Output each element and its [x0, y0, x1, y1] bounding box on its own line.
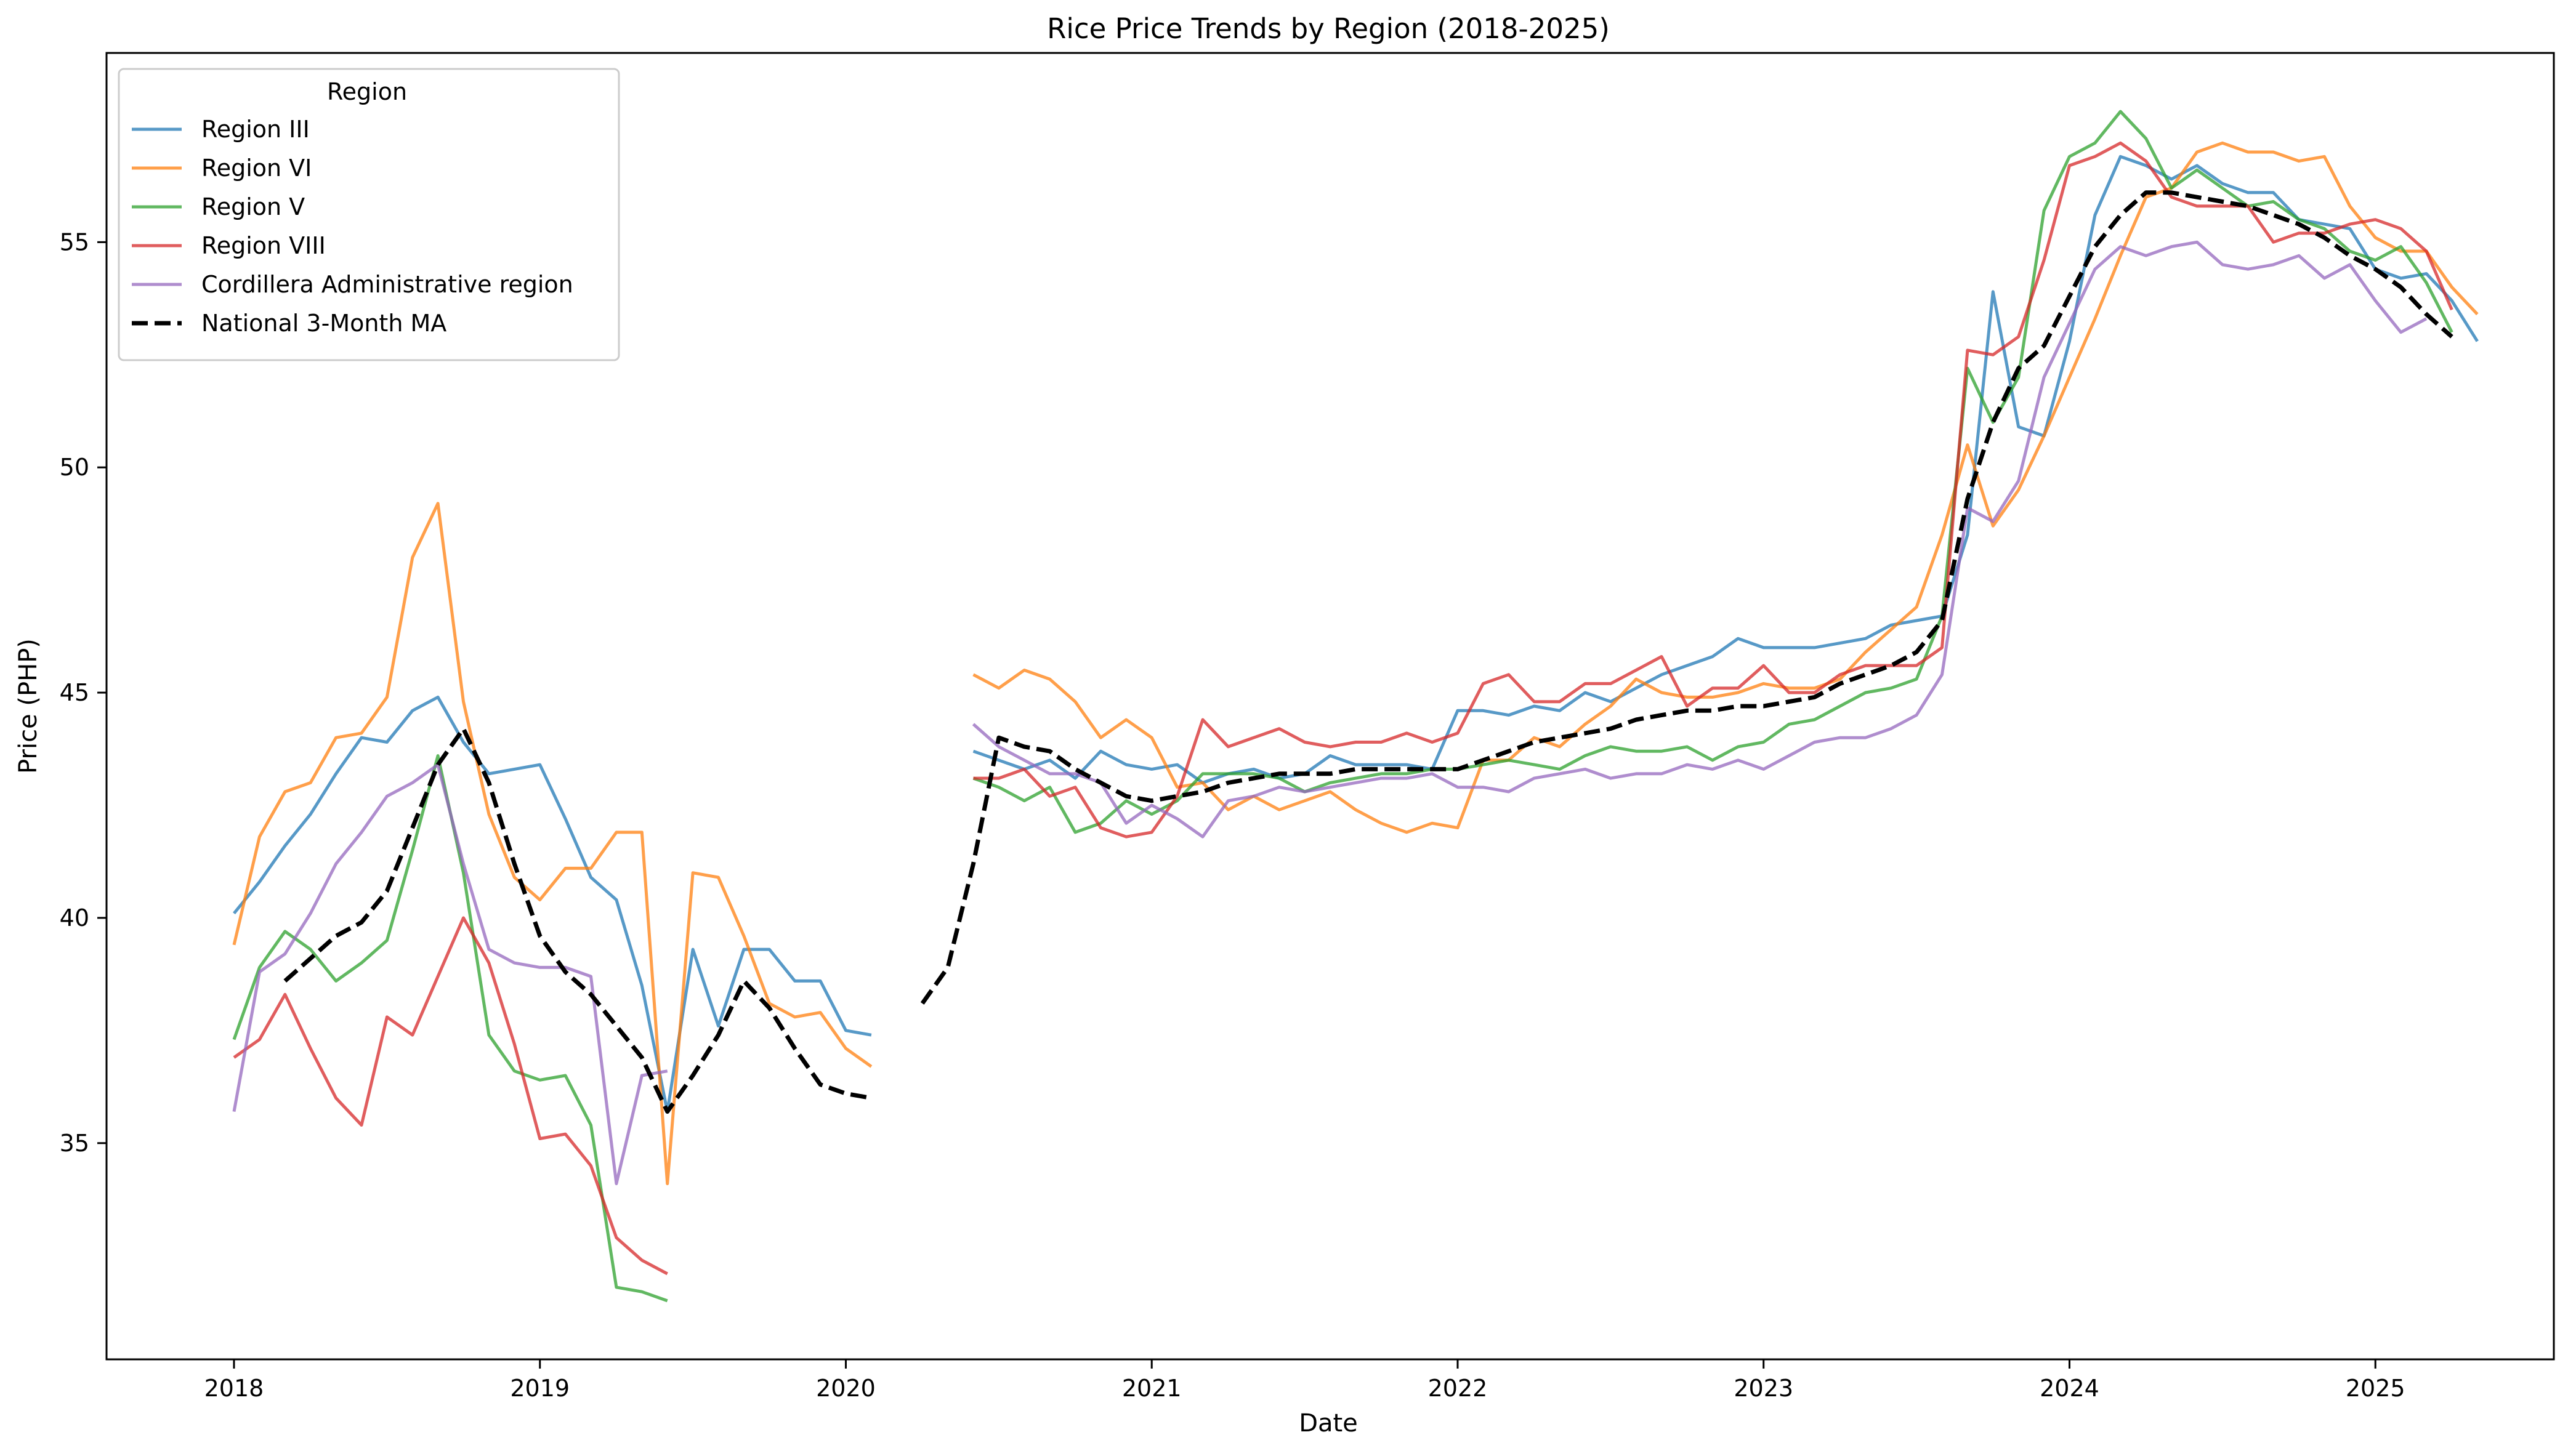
legend: Region Region III Region VI Region V Region …: [118, 68, 620, 361]
y-tick-label: 35: [60, 1130, 89, 1157]
x-tick-label: 2020: [816, 1375, 876, 1402]
legend-label: Region VIII: [201, 232, 326, 259]
y-tick-label: 50: [60, 454, 89, 481]
legend-label: Region VI: [201, 155, 312, 182]
x-axis-label: Date: [1299, 1409, 1358, 1438]
y-tick-label: 55: [60, 228, 89, 255]
y-axis-label: Price (PHP): [14, 638, 42, 774]
y-tick-label: 40: [60, 904, 89, 931]
legend-label: Region V: [201, 193, 305, 220]
legend-box: [118, 68, 620, 361]
legend-label: National 3-Month MA: [201, 310, 446, 337]
legend-label: Cordillera Administrative region: [201, 271, 573, 298]
series-line-5: [283, 190, 2453, 1114]
x-tick-label: 2025: [2346, 1375, 2405, 1402]
x-tick-label: 2022: [1428, 1375, 1488, 1402]
chart-title: Rice Price Trends by Region (2018-2025): [1047, 12, 1610, 45]
x-axis: 2018 2019 2020 2021 2022 2023 2024 2025: [204, 1359, 2405, 1402]
series-line-4: [232, 240, 2428, 1186]
series-line-3: [233, 141, 2453, 1276]
x-tick-label: 2021: [1122, 1375, 1182, 1402]
legend-title: Region: [327, 78, 407, 105]
y-tick-label: 45: [60, 679, 89, 706]
legend-label: Region III: [201, 116, 310, 143]
plot-area: [105, 52, 2555, 1361]
x-tick-label: 2024: [2040, 1375, 2099, 1402]
x-tick-label: 2023: [1734, 1375, 1793, 1402]
x-tick-label: 2018: [204, 1375, 264, 1402]
x-tick-label: 2019: [510, 1375, 570, 1402]
series-lines: [232, 110, 2479, 1303]
y-axis: 35 40 45 50 55: [60, 228, 107, 1157]
